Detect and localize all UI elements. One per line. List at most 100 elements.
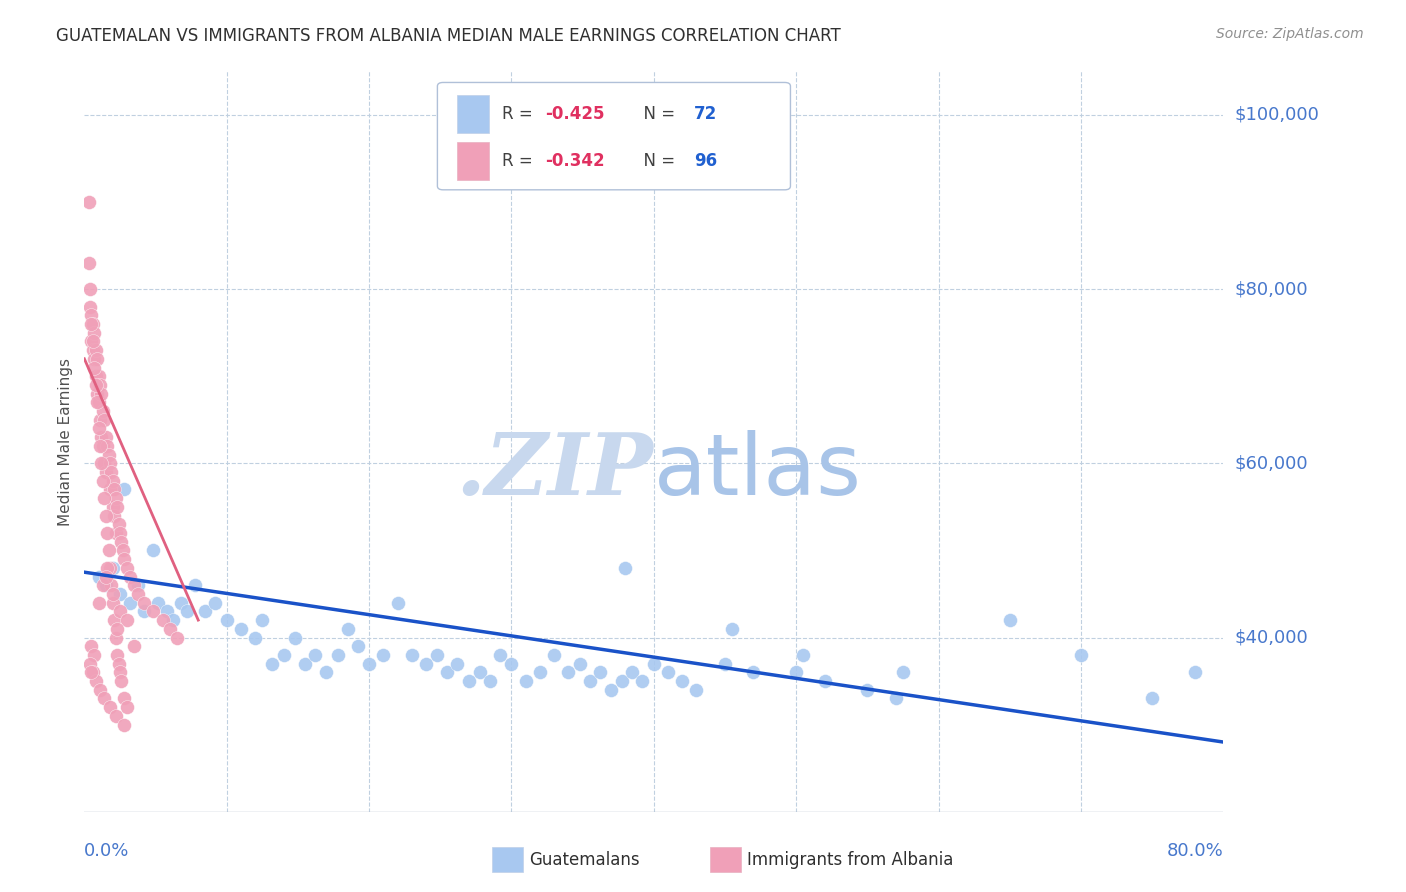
Point	[83, 648, 105, 662]
Point	[557, 665, 579, 680]
Point	[111, 543, 134, 558]
Point	[204, 596, 226, 610]
Point	[91, 474, 114, 488]
Point	[89, 378, 111, 392]
Point	[294, 657, 316, 671]
Point	[112, 483, 135, 497]
Bar	[457, 142, 489, 180]
Point	[104, 631, 127, 645]
Point	[426, 648, 449, 662]
Point	[82, 343, 104, 357]
Text: Guatemalans: Guatemalans	[529, 851, 640, 869]
Point	[115, 613, 138, 627]
Point	[89, 413, 111, 427]
Point	[468, 665, 491, 680]
Point	[657, 665, 679, 680]
Point	[94, 578, 117, 592]
Point	[77, 256, 100, 270]
Point	[156, 604, 179, 618]
Point	[83, 351, 105, 366]
Point	[110, 674, 132, 689]
Point	[568, 657, 591, 671]
Point	[98, 561, 121, 575]
Text: R =: R =	[502, 105, 538, 123]
Point	[621, 665, 644, 680]
Point	[84, 674, 107, 689]
Point	[79, 300, 101, 314]
Point	[108, 604, 131, 618]
Point	[346, 639, 368, 653]
Point	[98, 456, 121, 470]
Point	[215, 613, 238, 627]
Point	[105, 622, 128, 636]
Text: -0.425: -0.425	[546, 105, 605, 123]
Point	[96, 561, 118, 575]
Point	[304, 648, 326, 662]
Point	[89, 682, 111, 697]
Point	[107, 657, 129, 671]
Point	[112, 717, 135, 731]
Text: -0.342: -0.342	[546, 153, 605, 170]
Point	[86, 386, 108, 401]
Point	[127, 578, 149, 592]
Point	[84, 378, 107, 392]
Point	[127, 587, 149, 601]
Point	[87, 421, 110, 435]
Point	[104, 491, 127, 505]
Point	[115, 700, 138, 714]
Point	[184, 578, 207, 592]
Point	[103, 508, 125, 523]
Point	[93, 413, 115, 427]
Point	[101, 561, 124, 575]
Point	[80, 665, 103, 680]
Point	[262, 657, 284, 671]
Point	[105, 500, 128, 514]
Point	[91, 578, 114, 592]
Point	[93, 456, 115, 470]
Point	[142, 604, 165, 618]
Point	[108, 526, 131, 541]
Text: 80.0%: 80.0%	[1167, 842, 1223, 860]
Point	[96, 526, 118, 541]
Point	[589, 665, 612, 680]
Point	[742, 665, 765, 680]
Point	[814, 674, 837, 689]
Point	[401, 648, 423, 662]
Point	[79, 657, 101, 671]
Point	[436, 665, 458, 680]
Point	[82, 317, 104, 331]
Point	[315, 665, 337, 680]
Point	[714, 657, 737, 671]
Point	[87, 395, 110, 409]
Point	[100, 465, 122, 479]
Point	[578, 674, 600, 689]
Point	[856, 682, 879, 697]
Point	[108, 665, 131, 680]
Point	[94, 465, 117, 479]
Point	[685, 682, 707, 697]
Point	[118, 596, 141, 610]
Point	[89, 439, 111, 453]
Point	[80, 639, 103, 653]
Point	[671, 674, 693, 689]
Point	[501, 657, 523, 671]
Text: $60,000: $60,000	[1234, 454, 1308, 473]
Text: N =: N =	[633, 153, 681, 170]
Point	[152, 613, 174, 627]
Point	[1184, 665, 1206, 680]
Point	[79, 282, 101, 296]
Point	[112, 552, 135, 566]
Point	[91, 404, 114, 418]
Point	[82, 665, 104, 680]
Point	[93, 491, 115, 505]
Point	[721, 622, 744, 636]
Point	[284, 631, 307, 645]
Point	[94, 508, 117, 523]
Text: $80,000: $80,000	[1234, 280, 1308, 298]
Point	[415, 657, 437, 671]
Point	[134, 604, 156, 618]
Point	[252, 613, 274, 627]
Point	[614, 561, 637, 575]
Point	[643, 657, 665, 671]
Point	[336, 622, 359, 636]
